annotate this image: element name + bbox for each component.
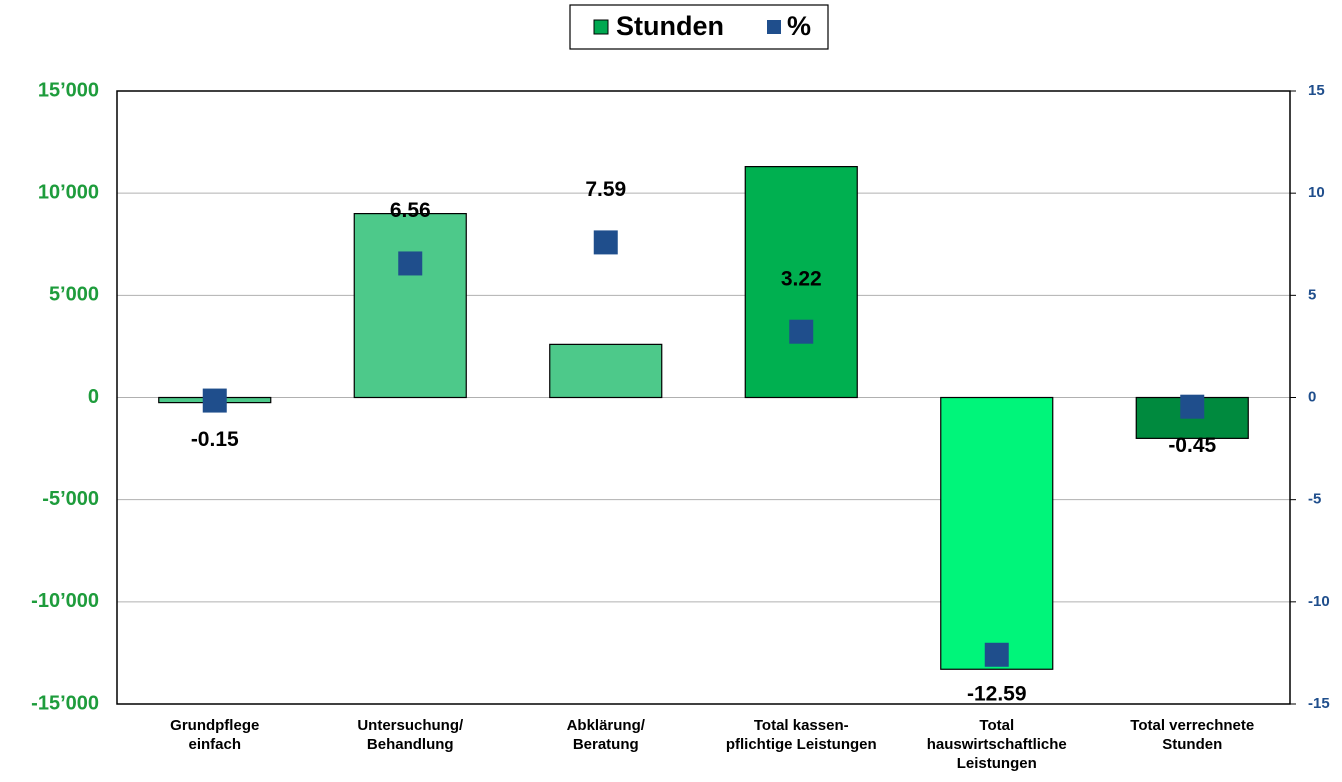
percent-marker	[593, 230, 618, 255]
data-label: -12.59	[967, 682, 1027, 705]
percent-marker	[1180, 394, 1205, 419]
x-tick-label: Total	[979, 717, 1014, 734]
data-label: 3.22	[781, 267, 822, 290]
data-label: -0.15	[191, 428, 239, 451]
x-tick-label: Stunden	[1162, 736, 1222, 753]
legend-swatch	[593, 19, 609, 35]
bar	[353, 213, 467, 399]
x-tick-label: Beratung	[573, 736, 639, 753]
legend-label: %	[787, 11, 811, 41]
data-label: -0.45	[1168, 434, 1216, 457]
y2-tick-label: 5	[1308, 286, 1316, 303]
percent-marker	[789, 319, 814, 344]
x-tick-label: Behandlung	[367, 736, 454, 753]
x-tick-label: hauswirtschaftliche	[927, 736, 1067, 753]
bar	[549, 343, 663, 399]
y2-tick-label: 0	[1308, 388, 1316, 405]
x-tick-label: pflichtige Leistungen	[726, 736, 877, 753]
x-tick-label: Total kassen-	[754, 717, 849, 734]
y-tick-label: -10’000	[31, 590, 99, 612]
y-tick-label: 0	[88, 386, 99, 408]
x-tick-label: Abklärung/	[567, 717, 646, 734]
x-tick-label: Untersuchung/	[357, 717, 464, 734]
data-label: 6.56	[390, 199, 431, 222]
x-tick-label: Leistungen	[957, 755, 1037, 772]
bar	[940, 396, 1054, 670]
y-tick-label: -15’000	[31, 692, 99, 714]
legend-swatch	[767, 20, 781, 34]
bar	[744, 166, 858, 399]
percent-marker	[202, 388, 227, 413]
percent-marker	[984, 642, 1009, 667]
y2-tick-label: -5	[1308, 491, 1321, 508]
y-tick-label: 5’000	[49, 284, 99, 306]
legend-label: Stunden	[616, 11, 724, 41]
plot-frame	[116, 90, 1291, 705]
percent-marker	[398, 251, 423, 276]
y2-tick-label: 15	[1308, 82, 1325, 99]
x-tick-label: Grundpflege	[170, 717, 259, 734]
y2-tick-label: -15	[1308, 695, 1330, 712]
y2-tick-label: -10	[1308, 593, 1330, 610]
y-tick-label: -5’000	[42, 488, 99, 510]
y-tick-label: 10’000	[38, 181, 99, 203]
x-tick-label: einfach	[188, 736, 241, 753]
legend-box	[569, 4, 829, 50]
y2-tick-label: 10	[1308, 184, 1325, 201]
x-tick-label: Total verrechnete	[1130, 717, 1254, 734]
data-label: 7.59	[585, 178, 626, 201]
y-tick-label: 15’000	[38, 79, 99, 101]
